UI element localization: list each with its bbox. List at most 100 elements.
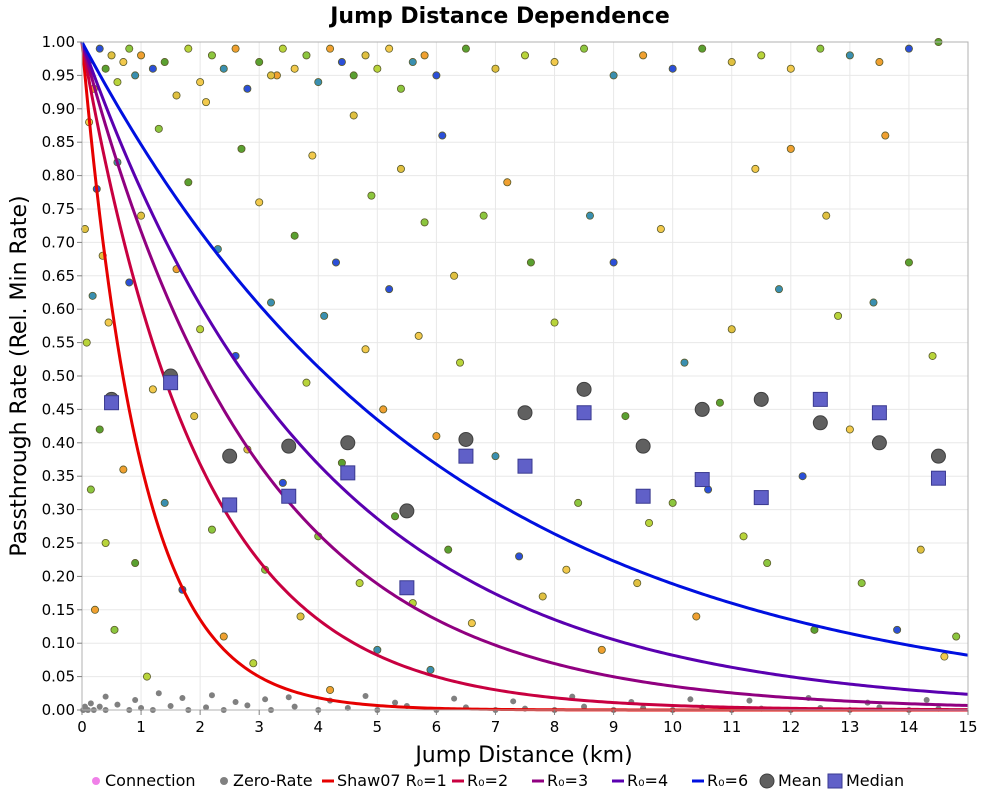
x-tick-label: 14	[899, 718, 918, 736]
mean-marker	[340, 435, 356, 451]
connection-point	[302, 378, 311, 387]
x-tick-label: 9	[609, 718, 619, 736]
connection-point	[131, 71, 140, 80]
y-tick-label: 0.85	[42, 133, 75, 151]
y-axis: 0.00 0.05 0.10 0.15 0.20 0.25 0.30 0.35 0.40 0.45…	[42, 33, 82, 719]
mean-marker	[399, 503, 415, 519]
mean-marker	[812, 415, 828, 431]
connection-point	[786, 64, 795, 73]
connection-point	[231, 44, 240, 53]
connection-point	[255, 198, 264, 207]
connection-point	[219, 632, 228, 641]
connection-point	[585, 211, 594, 220]
connection-point	[432, 432, 441, 441]
connection-point	[621, 412, 630, 421]
connection-point	[420, 218, 429, 227]
connection-point	[308, 151, 317, 160]
mean-marker	[871, 435, 887, 451]
connection-point	[916, 545, 925, 554]
y-tick-label: 0.40	[42, 434, 75, 452]
connection-point	[538, 592, 547, 601]
connection-point	[845, 425, 854, 434]
x-tick-label: 2	[195, 718, 205, 736]
connection-point	[278, 44, 287, 53]
mean-marker	[517, 405, 533, 421]
connection-point	[184, 178, 193, 187]
connection-point	[396, 84, 405, 93]
legend-label: Shaw07 R₀=1	[337, 771, 447, 790]
connection-point	[154, 124, 163, 133]
zero-rate-point	[203, 704, 210, 711]
connection-point	[875, 58, 884, 67]
y-tick-label: 0.20	[42, 567, 75, 585]
y-tick-label: 0.15	[42, 601, 75, 619]
connection-point	[104, 318, 113, 327]
connection-point	[249, 659, 258, 668]
zero-rate-point	[132, 696, 139, 703]
connection-point	[267, 71, 276, 80]
connection-point	[237, 144, 246, 153]
zero-rate-point	[179, 694, 186, 701]
legend-label: R₀=4	[627, 771, 668, 790]
connection-point	[396, 164, 405, 173]
connection-point	[786, 144, 795, 153]
x-tick-label: 11	[722, 718, 741, 736]
connection-point	[645, 518, 654, 527]
zero-rate-point	[687, 696, 694, 703]
connection-points	[80, 38, 961, 694]
connection-point	[774, 285, 783, 294]
connection-point	[491, 64, 500, 73]
x-axis-title: Jump Distance (km)	[413, 743, 632, 768]
y-tick-label: 0.80	[42, 167, 75, 185]
chart-title: Jump Distance Dependence	[328, 4, 670, 29]
connection-point	[172, 91, 181, 100]
connection-point	[90, 605, 99, 614]
mean-marker	[753, 391, 769, 407]
connection-point	[526, 258, 535, 267]
zero-rate-point	[291, 703, 298, 710]
connection-point	[562, 565, 571, 574]
connection-point	[131, 559, 140, 568]
connection-point	[326, 44, 335, 53]
connection-point	[95, 44, 104, 53]
connection-point	[207, 525, 216, 534]
legend-label: Connection	[105, 771, 196, 790]
median-marker	[399, 580, 415, 596]
mean-marker	[576, 381, 592, 397]
connection-point	[515, 552, 524, 561]
connection-point	[110, 625, 119, 634]
y-tick-label: 0.95	[42, 66, 75, 84]
connection-point	[202, 98, 211, 107]
curves	[80, 41, 969, 712]
legend-item: R₀=2	[452, 771, 508, 790]
connection-point	[633, 579, 642, 588]
connection-point	[739, 532, 748, 541]
zero-rate-point	[344, 704, 351, 711]
mean-marker	[930, 448, 946, 464]
median-marker	[517, 458, 533, 474]
zero-rate-point	[262, 696, 269, 703]
connection-point	[438, 131, 447, 140]
connection-point	[656, 225, 665, 234]
connection-point	[952, 632, 961, 641]
median-marker	[812, 391, 828, 407]
legend-item: R₀=4	[612, 771, 668, 790]
curve-R0-3	[80, 41, 969, 707]
connection-point	[479, 211, 488, 220]
zero-rate-point	[155, 690, 162, 697]
x-tick-label: 6	[432, 718, 442, 736]
connection-point	[503, 178, 512, 187]
connection-point	[408, 58, 417, 67]
y-tick-label: 0.10	[42, 634, 75, 652]
connection-point	[491, 452, 500, 461]
connection-point	[101, 539, 110, 548]
legend-swatch	[220, 777, 228, 785]
connection-point	[88, 291, 97, 300]
y-tick-label: 0.55	[42, 334, 75, 352]
connection-point	[580, 44, 589, 53]
connection-point	[80, 225, 89, 234]
connection-point	[125, 44, 134, 53]
connection-point	[107, 51, 116, 60]
x-tick-label: 10	[663, 718, 682, 736]
connection-point	[314, 78, 323, 87]
